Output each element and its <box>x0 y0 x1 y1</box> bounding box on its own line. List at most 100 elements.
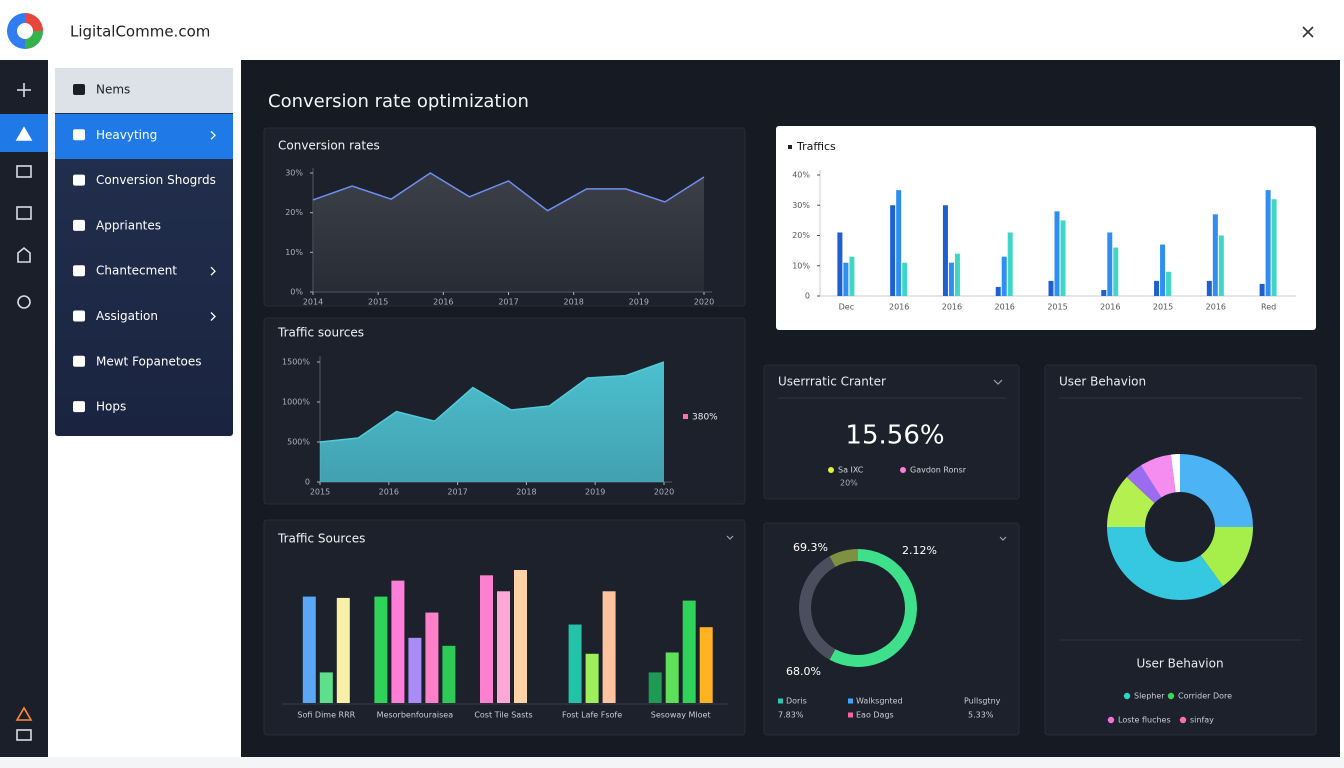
x-tick-label: Sofi Dime RRR <box>297 711 355 720</box>
bar <box>408 637 422 703</box>
x-tick-label: 2016 <box>995 303 1015 312</box>
y-tick-label: 20% <box>285 208 303 217</box>
menu-item[interactable]: Conversion Shogrds <box>96 173 216 187</box>
bar <box>374 596 388 703</box>
x-tick-label: Fost Lafe Fsofe <box>562 711 622 720</box>
donut-label: 2.12% <box>902 544 937 557</box>
x-tick-label: 2016 <box>889 303 909 312</box>
menu-item[interactable]: Heavyting <box>96 128 157 142</box>
x-tick-label: 2016 <box>433 298 453 307</box>
bar <box>480 575 493 703</box>
donut-segment <box>829 549 917 668</box>
title-marker <box>788 145 792 149</box>
menu-item[interactable]: Chantecment <box>96 264 177 278</box>
bar <box>890 205 896 296</box>
bar <box>1154 280 1160 296</box>
menu-item[interactable]: Hops <box>96 400 126 414</box>
bar <box>1113 247 1119 296</box>
footer-strip <box>0 757 1344 768</box>
x-tick-label: Red <box>1261 303 1276 312</box>
legend-marker <box>828 467 834 473</box>
bar <box>336 597 350 703</box>
y-tick-label: 0% <box>290 288 303 297</box>
chevrons[interactable] <box>726 379 1007 541</box>
legend-label: Gavdon Ronsr <box>910 466 967 475</box>
bar <box>319 672 333 703</box>
y-tick-label: 30% <box>285 169 303 178</box>
y-tick-label: 500% <box>287 438 310 447</box>
x-tick-label: 2018 <box>563 298 583 307</box>
bar <box>497 591 510 703</box>
page-title: Conversion rate optimization <box>268 91 529 112</box>
menu-icon <box>73 355 85 367</box>
line <box>319 361 665 443</box>
menu-item[interactable]: Nems <box>96 83 130 97</box>
chart-title: Conversion rates <box>278 139 380 153</box>
menu-arrow <box>210 130 216 140</box>
x-tick-label: 2017 <box>498 298 518 307</box>
menu-arrow <box>210 266 216 276</box>
menu-icon <box>73 129 85 141</box>
pie-segment <box>1126 465 1162 504</box>
chart-title: Traffic Sources <box>277 532 365 546</box>
x-tick-label: 2015 <box>1047 303 1067 312</box>
x-tick-label: 2019 <box>629 298 649 307</box>
bar <box>425 612 439 703</box>
menu-icon <box>73 174 85 186</box>
x-tick-label: 2018 <box>516 488 536 497</box>
bar <box>1166 271 1172 296</box>
area-fill <box>313 173 704 292</box>
menu-item[interactable]: Appriantes <box>96 218 161 232</box>
donut-label: 68.0% <box>786 665 821 678</box>
y-tick-label: 0 <box>305 478 310 487</box>
x-tick-label: 2020 <box>694 298 714 307</box>
donut-label: 69.3% <box>793 541 828 554</box>
bar <box>665 652 679 703</box>
x-tick-label: 2015 <box>1153 303 1173 312</box>
legend-label: sinfay <box>1190 716 1214 725</box>
bar <box>682 600 696 703</box>
bar <box>837 232 843 296</box>
legend-value: 5.33% <box>968 711 994 720</box>
menu-item[interactable]: Mewt Fopanetoes <box>96 354 202 368</box>
y-tick-label: 10% <box>285 248 303 257</box>
legend-marker <box>1107 716 1115 724</box>
bar <box>1265 190 1271 296</box>
x-tick-label: 2016 <box>379 488 399 497</box>
close-button[interactable] <box>1302 26 1314 38</box>
bar <box>1007 232 1013 296</box>
pie-segment <box>1140 454 1176 498</box>
y-tick-label: 0 <box>805 292 810 301</box>
menu-item[interactable]: Assigation <box>96 309 158 323</box>
menu-panel <box>55 68 233 436</box>
x-tick-label: 2016 <box>1206 303 1226 312</box>
legend-label: Corrider Dore <box>1178 692 1232 701</box>
bar <box>568 624 582 703</box>
pie-segment <box>1170 454 1180 493</box>
bar <box>1259 283 1265 296</box>
bar <box>648 672 662 703</box>
bar <box>1271 199 1277 296</box>
menu-icon <box>73 265 85 277</box>
legend-label: Doris <box>786 697 807 706</box>
header-bar <box>0 0 1344 60</box>
y-tick-label: 10% <box>792 261 810 270</box>
legend-label: Sa IXC <box>838 466 864 475</box>
bar <box>699 627 713 703</box>
donut-segment <box>799 556 836 660</box>
logo <box>7 13 43 49</box>
legend-marker <box>848 698 853 704</box>
pie-segment <box>1200 527 1253 587</box>
bar <box>942 205 948 296</box>
legend-label: Eao Dags <box>856 711 894 720</box>
bar <box>1048 280 1054 296</box>
rail-icons <box>15 83 33 741</box>
dividers <box>778 397 1302 641</box>
bar <box>391 580 405 703</box>
bar <box>948 262 954 296</box>
donut-segment <box>829 549 858 567</box>
legend-label: Loste fluches <box>1118 716 1171 725</box>
bar <box>902 262 908 296</box>
